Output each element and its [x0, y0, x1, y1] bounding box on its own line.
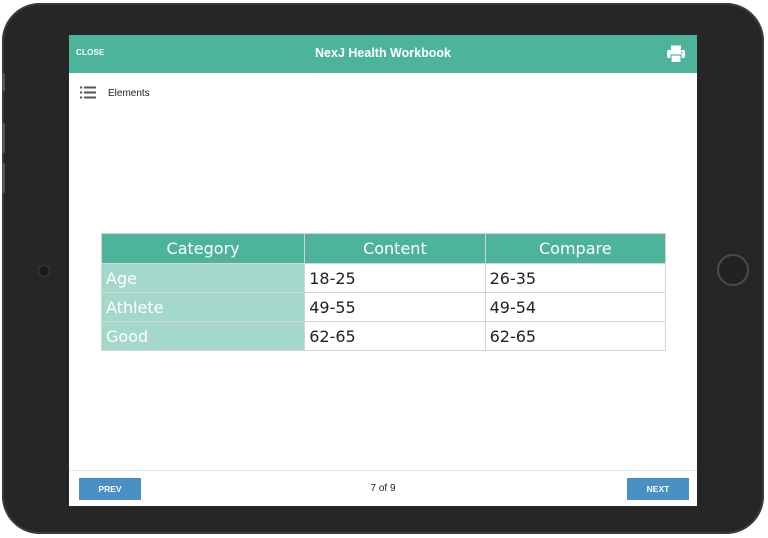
compare-cell: 26-35	[484, 263, 667, 293]
table-row: Age 18-25 26-35	[100, 263, 667, 293]
camera-icon	[38, 265, 50, 277]
content-cell: 49-55	[304, 292, 486, 322]
category-cell: Good	[100, 321, 306, 351]
home-button[interactable]	[717, 254, 749, 286]
table-row: Good 62-65 62-65	[100, 321, 667, 351]
category-cell: Age	[100, 263, 306, 293]
table-row: Athlete 49-55 49-54	[100, 292, 667, 322]
volume-down-button	[2, 163, 5, 193]
list-icon[interactable]	[80, 86, 96, 99]
app-header: CLOSE NexJ Health Workbook	[69, 35, 697, 73]
table-header-row: Category Content Compare	[100, 233, 667, 264]
compare-cell: 62-65	[484, 321, 667, 351]
pagination-footer: PREV 7 of 9 NEXT	[69, 470, 697, 506]
mute-switch	[2, 73, 5, 91]
page-title: NexJ Health Workbook	[315, 46, 451, 60]
column-header: Category	[100, 233, 306, 264]
elements-link[interactable]: Elements	[108, 88, 150, 99]
app-screen: CLOSE NexJ Health Workbook Elements Cate…	[69, 35, 697, 506]
content-cell: 62-65	[304, 321, 486, 351]
comparison-table: Category Content Compare Age 18-25 26-35…	[100, 233, 667, 351]
toolbar: Elements	[69, 73, 697, 113]
column-header: Content	[304, 233, 486, 264]
next-button[interactable]: NEXT	[627, 478, 689, 500]
category-cell: Athlete	[100, 292, 306, 322]
close-button[interactable]: CLOSE	[76, 48, 105, 57]
prev-button[interactable]: PREV	[79, 478, 141, 500]
page-indicator: 7 of 9	[370, 483, 396, 494]
content-cell: 18-25	[304, 263, 486, 293]
volume-up-button	[2, 123, 5, 153]
printer-icon[interactable]	[666, 45, 686, 63]
column-header: Compare	[484, 233, 667, 264]
compare-cell: 49-54	[484, 292, 667, 322]
